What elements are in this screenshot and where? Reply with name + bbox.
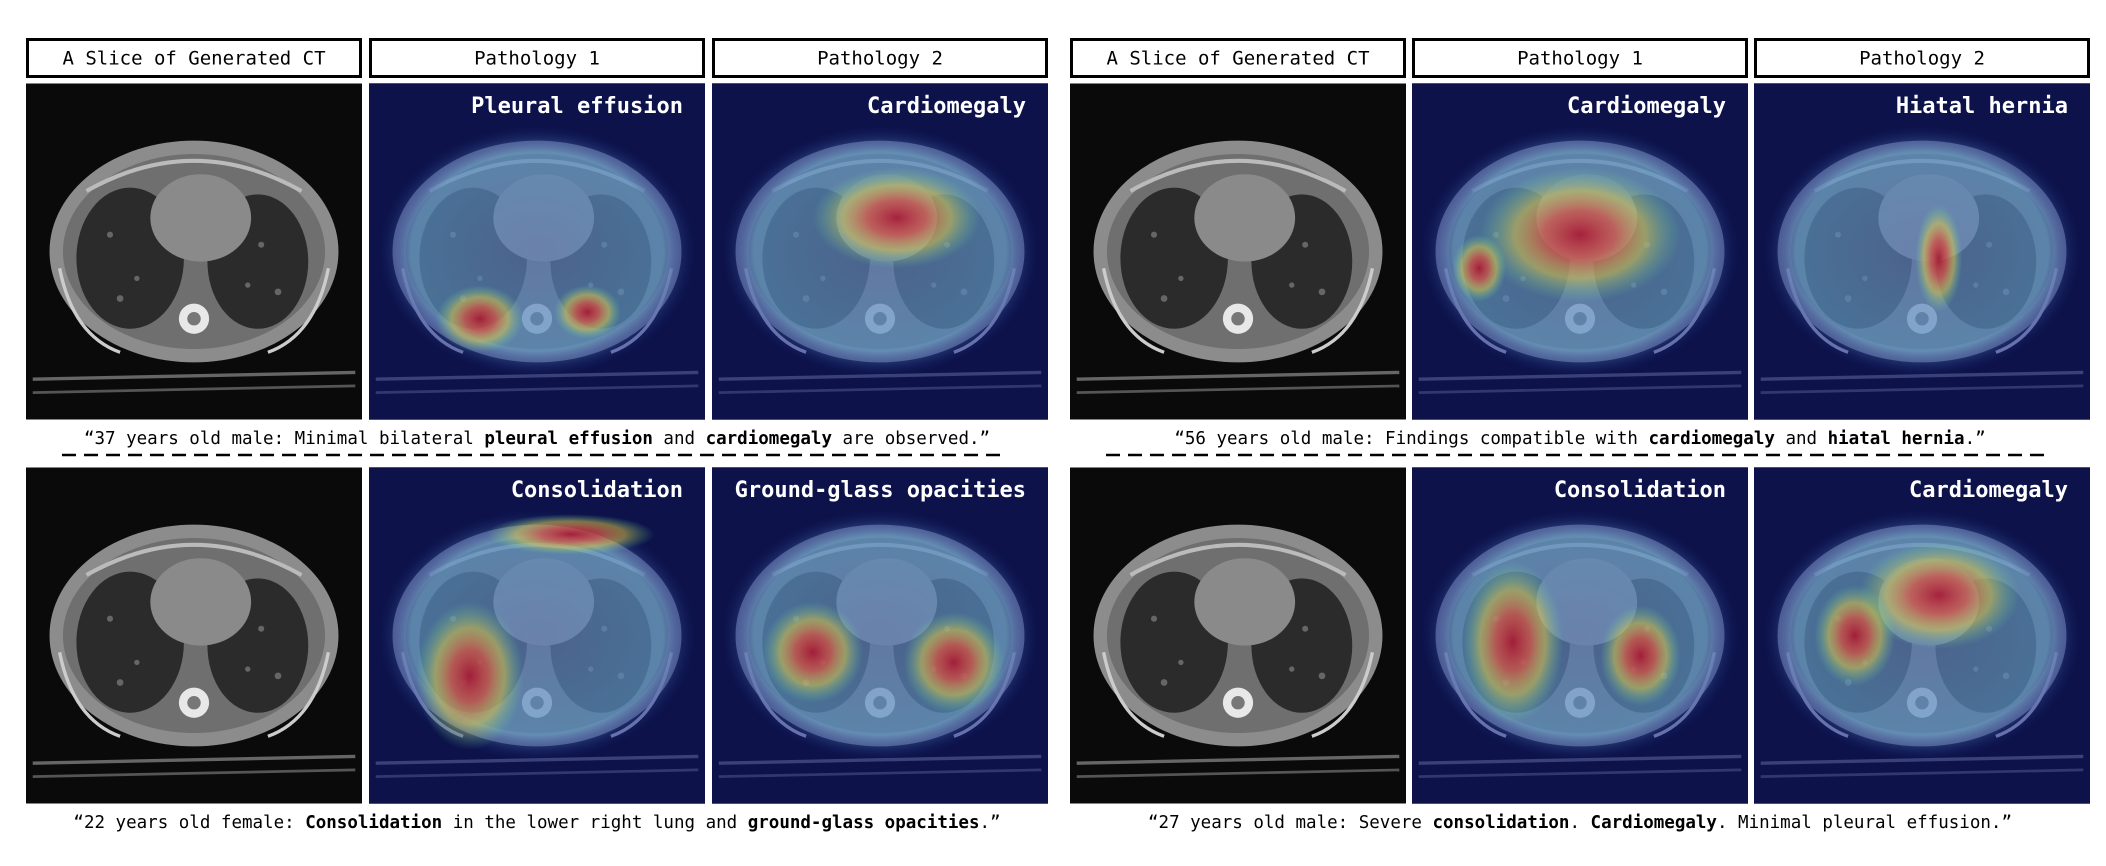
caption-segment: and [1775,429,1828,449]
header-box [1754,38,2090,78]
header-box [369,38,705,78]
caption-segment: “27 years old male: Severe [1148,813,1432,833]
ct-image [26,84,362,420]
ct-image [1070,84,1406,420]
pathology-label: Consolidation [511,478,683,503]
caption-segment: hiatal hernia [1828,429,1965,449]
ct-slice [1070,84,1406,420]
heatmap [712,83,1048,420]
caption-segment: “56 years old male: Findings compatible … [1174,429,1648,449]
pathology-label: Hiatal hernia [1896,94,2068,119]
heat-spot [416,601,524,751]
heat-spot [1915,204,1963,313]
heatmap [1754,467,2090,804]
caption-segment: . [1569,813,1590,833]
pathology-label: Cardiomegaly [867,94,1026,119]
heat-spot [486,514,655,555]
heatmap [369,467,705,804]
heat-spot [1452,234,1507,303]
caption-segment: ground-glass opacities [748,813,980,833]
caption: “37 years old male: Minimal bilateral pl… [84,429,990,449]
pathology-label: Pleural effusion [471,94,683,119]
caption-segment: “22 years old female: [73,813,305,833]
heatmap [712,467,1048,804]
pathology-label: Cardiomegaly [1567,94,1726,119]
pathology-label: Cardiomegaly [1909,478,2068,503]
heat-spot [812,167,981,269]
caption-segment: “37 years old male: Minimal bilateral [84,429,484,449]
caption-segment: are observed.” [832,429,990,449]
caption-segment: pleural effusion [484,429,653,449]
caption: “27 years old male: Severe consolidation… [1148,813,2012,833]
header-box [712,38,1048,78]
heat-spot [1600,605,1681,707]
ct-slice [1070,468,1406,804]
caption-segment: cardiomegaly [1648,429,1775,449]
heat-spot [553,285,622,340]
ct-slice [26,468,362,804]
caption-segment: Consolidation [305,813,442,833]
caption-segment: and [653,429,706,449]
heatmap [1754,83,2090,420]
caption-segment: cardiomegaly [706,429,833,449]
caption: “56 years old male: Findings compatible … [1174,429,1985,449]
ct-image [1070,468,1406,804]
heatmap [369,83,705,420]
heatmap [1412,83,1748,420]
caption-segment: Cardiomegaly [1591,813,1718,833]
header-label: Pathology 2 [817,48,943,70]
caption: “22 years old female: Consolidation in t… [73,813,1000,833]
pathology-label: Consolidation [1554,478,1726,503]
caption-segment: consolidation [1432,813,1569,833]
heat-spot [1858,541,2020,649]
heatmap [1412,467,1748,804]
heat-spot [1462,561,1564,724]
caption-segment: in the lower right lung and [442,813,748,833]
ct-image [26,468,362,804]
heat-spot [903,611,1005,714]
caption-segment: .” [1965,429,1986,449]
caption-segment: .” [980,813,1001,833]
pathology-label: Ground-glass opacities [735,478,1026,503]
header-box [1412,38,1748,78]
header-label: A Slice of Generated CT [62,48,325,70]
ct-slice [26,84,362,420]
header-label: A Slice of Generated CT [1106,48,1369,70]
header-box [26,38,362,78]
heat-spot [1479,167,1681,303]
header-label: Pathology 2 [1859,48,1985,70]
heat-glow [379,126,695,377]
heat-spot [436,285,524,353]
header-label: Pathology 1 [474,48,600,70]
heat-spot [762,601,864,703]
header-label: Pathology 1 [1517,48,1643,70]
header-box [1070,38,1406,78]
caption-segment: . Minimal pleural effusion.” [1717,813,2012,833]
heat-spot [1814,584,1896,687]
